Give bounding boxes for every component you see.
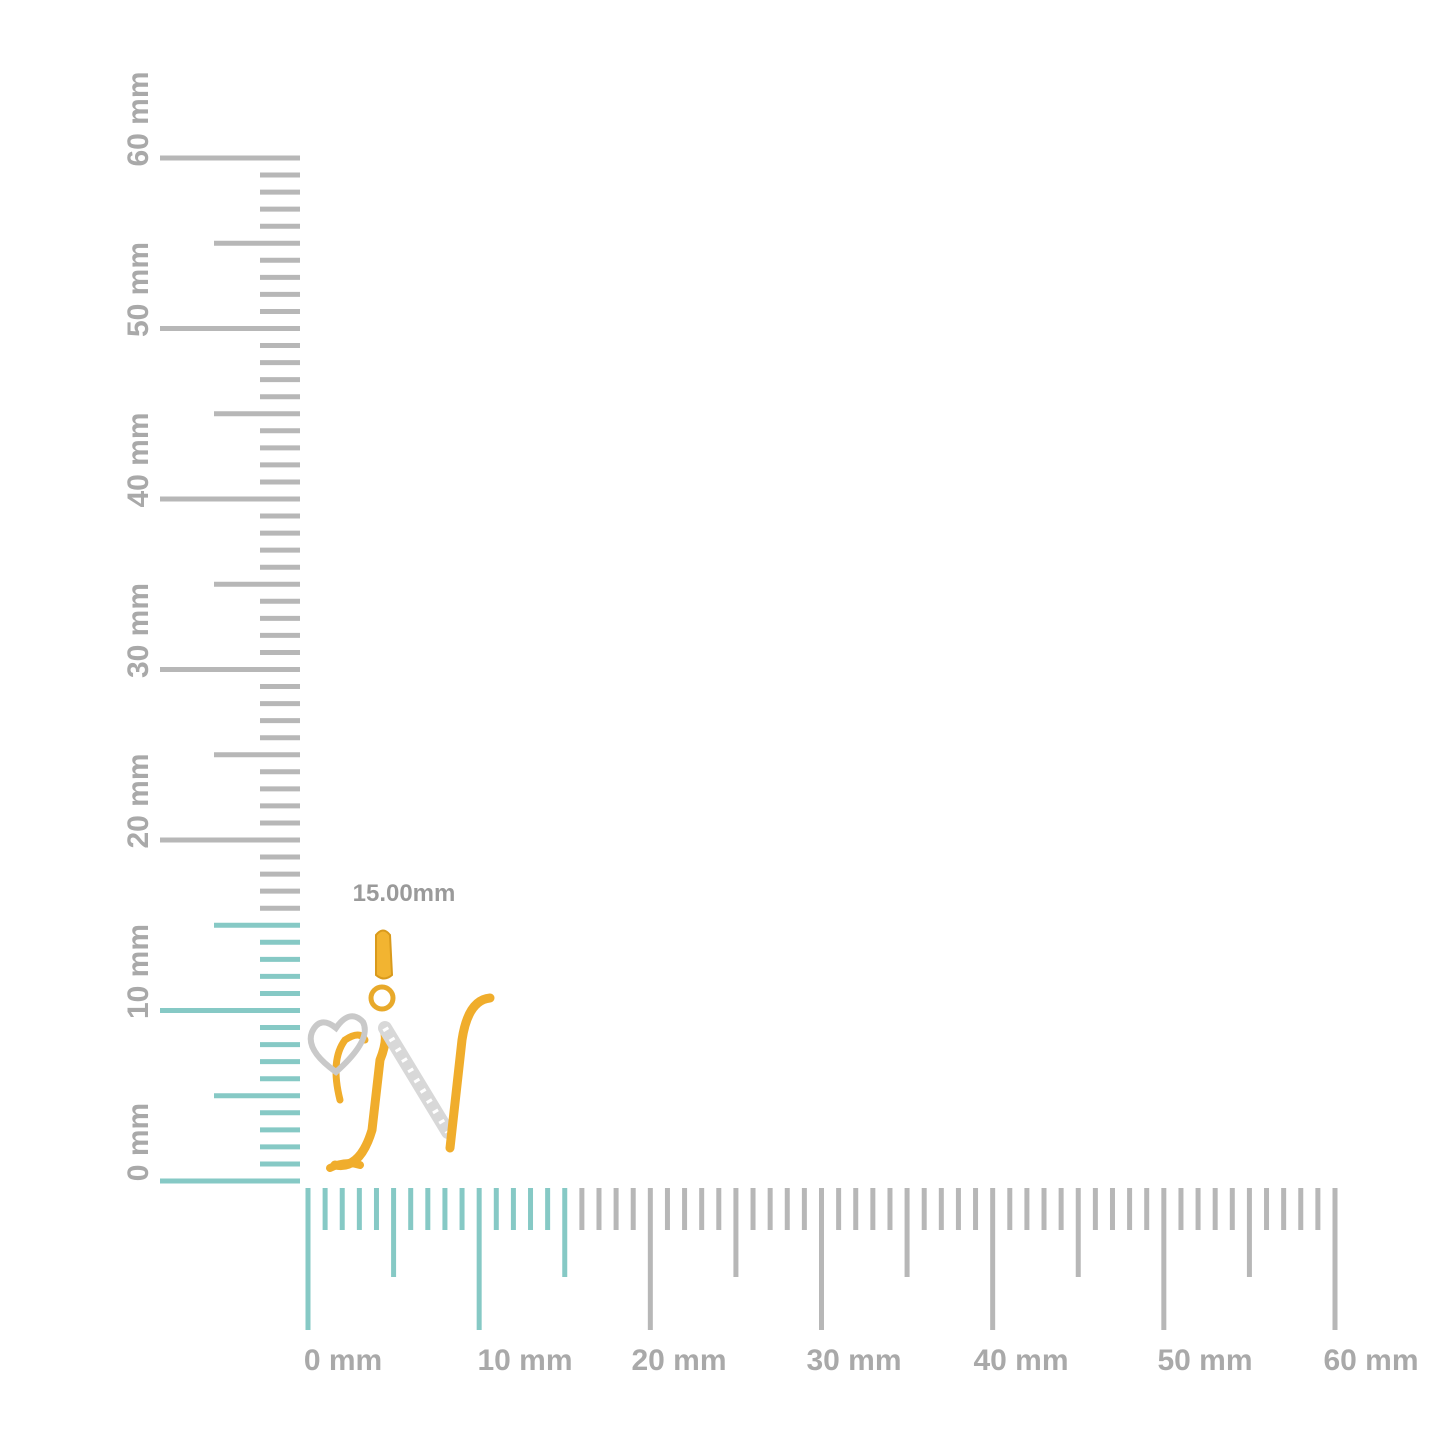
vertical-label: 40 mm (122, 412, 155, 507)
vertical-label: 0 mm (122, 1103, 155, 1181)
vertical-label: 20 mm (122, 753, 155, 848)
horizontal-label: 0 mm (304, 1344, 382, 1377)
horizontal-label: 40 mm (973, 1344, 1068, 1377)
horizontal-label: 60 mm (1323, 1344, 1418, 1377)
horizontal-label: 10 mm (477, 1344, 572, 1377)
vertical-label: 50 mm (122, 242, 155, 337)
ruler-ticks (160, 155, 1338, 1330)
vertical-label: 60 mm (122, 71, 155, 166)
vertical-label: 30 mm (122, 583, 155, 678)
measurement-label: 15.00mm (353, 880, 456, 907)
horizontal-label: 20 mm (631, 1344, 726, 1377)
horizontal-label: 50 mm (1157, 1344, 1252, 1377)
pendant (307, 929, 495, 1172)
horizontal-label: 30 mm (806, 1344, 901, 1377)
vertical-label: 10 mm (122, 924, 155, 1019)
ruler-labels: 0 mm 10 mm 20 mm 30 mm 40 mm 50 mm 60 mm 0 mm 10… (122, 71, 1419, 1377)
